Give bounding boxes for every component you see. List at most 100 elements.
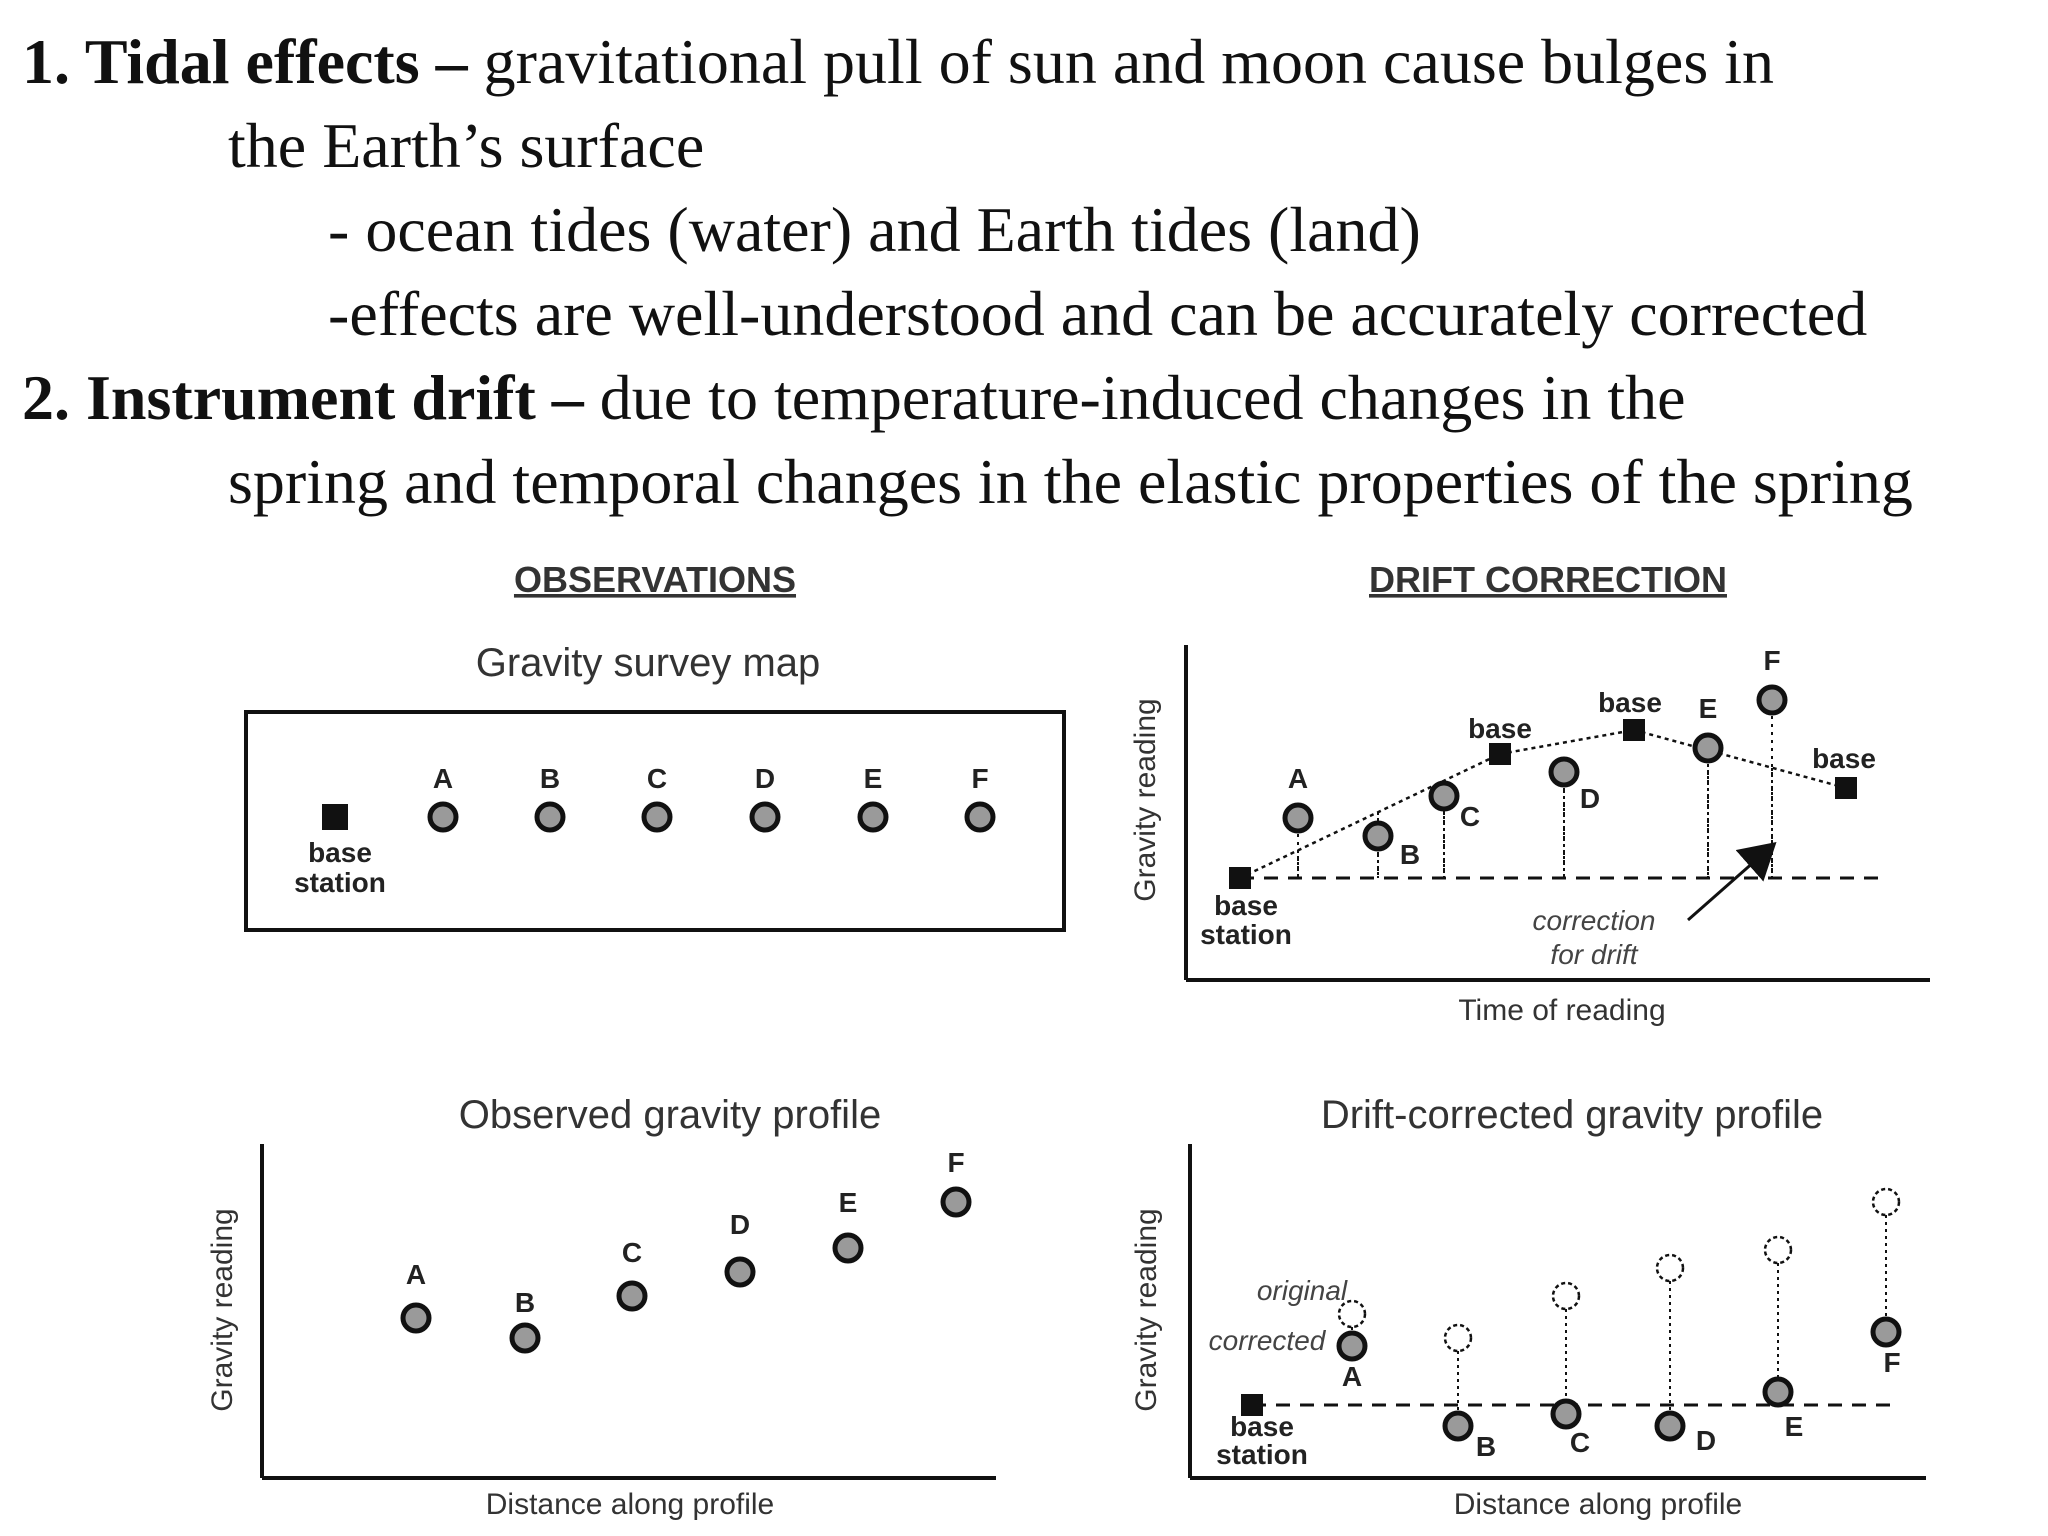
drift-station-e-label: E (1699, 693, 1718, 724)
drift-base-marker-4 (1835, 777, 1857, 799)
map-station-a-marker (427, 801, 459, 833)
map-frame (244, 710, 1066, 932)
corrected-original-label: original (1257, 1275, 1348, 1306)
map-station-d-marker (749, 801, 781, 833)
observed-title: Observed gravity profile (459, 1093, 881, 1137)
drift-correction-verticals (1297, 700, 1773, 878)
corrected-station-f-marker (1870, 1316, 1902, 1348)
drift-base-label-2: base (1598, 687, 1662, 718)
drift-station-b-label: B (1400, 839, 1420, 870)
drift-base-station-label-1: base (1214, 890, 1278, 921)
corrected-station-a-marker (1336, 1330, 1368, 1362)
drift-xlabel: Time of reading (1458, 994, 1665, 1027)
drift-base-label-1: base (1468, 713, 1532, 744)
observed-station-e-label: E (839, 1187, 858, 1218)
corrected-station-d-marker (1654, 1410, 1686, 1442)
drift-base-marker-1 (1229, 867, 1251, 889)
heading-drift-correction: DRIFT CORRECTION (1369, 559, 1727, 600)
corrected-station-e-original-marker (1763, 1235, 1793, 1265)
drift-base-label-3: base (1812, 743, 1876, 774)
corrected-station-label: station (1216, 1439, 1308, 1470)
map-station-b-marker (534, 801, 566, 833)
observed-xlabel: Distance along profile (486, 1488, 775, 1521)
heading-observations: OBSERVATIONS (514, 559, 796, 600)
drift-ylabel: Gravity reading (1129, 698, 1162, 901)
drift-station-e-marker (1692, 732, 1724, 764)
text-line-5: 2. Instrument drift – due to temperature… (22, 362, 1686, 433)
corrected-station-a-original-marker (1337, 1299, 1367, 1329)
map-station-c-marker (641, 801, 673, 833)
observed-station-d-label: D (730, 1209, 750, 1240)
text-line-6: spring and temporal changes in the elast… (228, 446, 1913, 517)
corrected-stations: A B C D E F (1336, 1187, 1902, 1462)
text-line-2: the Earth’s surface (228, 110, 705, 181)
drift-correction-label-1: correction (1533, 905, 1656, 936)
corrected-station-f-original-marker (1871, 1187, 1901, 1217)
map-stations: A B C D E F (427, 763, 996, 833)
map-base-station-marker (322, 804, 348, 830)
corrected-title: Drift-corrected gravity profile (1321, 1093, 1823, 1137)
observed-station-d-marker (724, 1256, 756, 1288)
corrected-station-b-marker (1442, 1410, 1474, 1442)
drift-station-f-marker (1756, 684, 1788, 716)
corrected-station-f-label: F (1883, 1347, 1900, 1378)
map-station-f-marker (964, 801, 996, 833)
map-station-label-f: F (971, 763, 988, 794)
corrected-station-c-marker (1550, 1398, 1582, 1430)
corrected-xlabel: Distance along profile (1454, 1488, 1743, 1521)
observed-stations: A B C D E F (400, 1147, 972, 1354)
map-station-label-e: E (864, 763, 883, 794)
map-station-label-b: B (540, 763, 560, 794)
drift-station-a-label: A (1288, 763, 1308, 794)
map-title: Gravity survey map (476, 641, 821, 685)
map-base-label: base (308, 837, 372, 868)
drift-base-marker-2 (1489, 743, 1511, 765)
map-station-label-a: A (433, 763, 453, 794)
drift-stations: A B C D E F (1282, 645, 1788, 870)
corrected-station-c-original-marker (1551, 1281, 1581, 1311)
map-station-label: station (294, 867, 386, 898)
corrected-station-e-label: E (1785, 1411, 1804, 1442)
drift-station-a-marker (1282, 802, 1314, 834)
observed-station-e-marker (832, 1232, 864, 1264)
corrected-station-d-label: D (1696, 1425, 1716, 1456)
drift-station-b-marker (1362, 820, 1394, 852)
drift-base-marker-3 (1623, 719, 1645, 741)
observed-station-a-marker (400, 1302, 432, 1334)
map-station-e-marker (857, 801, 889, 833)
corrected-station-a-label: A (1342, 1361, 1362, 1392)
corrected-ylabel: Gravity reading (1130, 1208, 1163, 1411)
drift-correction-arrow (1687, 842, 1777, 922)
map-station-label-c: C (647, 763, 667, 794)
text-line-1: 1. Tidal effects – gravitational pull of… (22, 26, 1774, 97)
observed-station-b-label: B (515, 1287, 535, 1318)
corrected-station-b-original-marker (1443, 1323, 1473, 1353)
observed-station-c-label: C (622, 1237, 642, 1268)
drift-correction-label-2: for drift (1550, 939, 1638, 970)
drift-station-f-label: F (1763, 645, 1780, 676)
text-line-3: - ocean tides (water) and Earth tides (l… (328, 194, 1421, 265)
observed-station-f-label: F (947, 1147, 964, 1178)
corrected-base-station-marker (1241, 1394, 1263, 1416)
observed-station-c-marker (616, 1280, 648, 1312)
corrected-station-d-original-marker (1655, 1253, 1685, 1283)
observed-station-a-label: A (406, 1259, 426, 1290)
corrected-corrected-label: corrected (1209, 1325, 1327, 1356)
corrected-base-label: base (1230, 1411, 1294, 1442)
drift-curve (1239, 728, 1847, 880)
corrected-station-c-label: C (1570, 1427, 1590, 1458)
observed-station-f-marker (940, 1186, 972, 1218)
text-line-4: -effects are well-understood and can be … (328, 278, 1868, 349)
drift-station-d-label: D (1580, 783, 1600, 814)
observed-station-b-marker (509, 1322, 541, 1354)
slide-text: 1. Tidal effects – gravitational pull of… (0, 0, 2048, 520)
corrected-station-e-marker (1762, 1376, 1794, 1408)
drift-station-c-marker (1428, 780, 1460, 812)
map-station-label-d: D (755, 763, 775, 794)
drift-base-station-label-2: station (1200, 919, 1292, 950)
observed-ylabel: Gravity reading (206, 1208, 239, 1411)
corrected-station-b-label: B (1476, 1431, 1496, 1462)
drift-station-c-label: C (1460, 801, 1480, 832)
drift-station-d-marker (1548, 756, 1580, 788)
